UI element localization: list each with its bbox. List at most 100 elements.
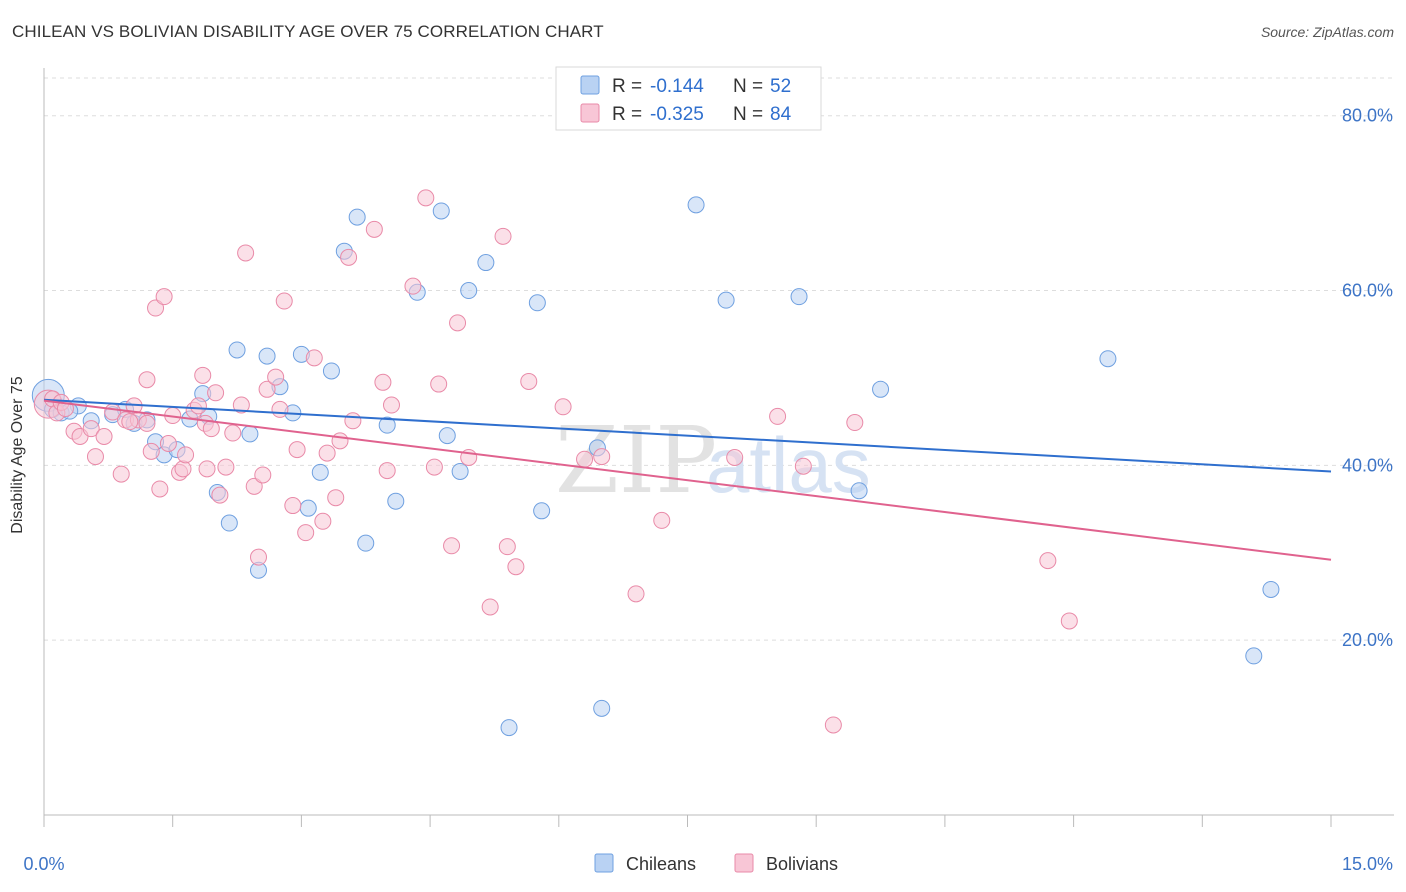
watermark-atlas: atlas bbox=[706, 421, 871, 509]
chilean-trend-line bbox=[43, 398, 1332, 473]
legend-bottom-label-bolivians: Bolivians bbox=[766, 854, 838, 874]
bolivian-point bbox=[245, 477, 263, 495]
legend-r-value-chileans: -0.144 bbox=[650, 76, 704, 97]
bolivian-point bbox=[174, 460, 192, 478]
chilean-point bbox=[387, 492, 405, 510]
legend-n-label-bolivians: N = bbox=[733, 104, 763, 125]
bolivian-point bbox=[481, 598, 499, 616]
bolivian-point bbox=[794, 457, 812, 475]
bolivian-point bbox=[155, 288, 173, 306]
bolivian-point bbox=[305, 349, 323, 367]
chilean-point bbox=[533, 502, 551, 520]
chilean-point bbox=[460, 282, 478, 300]
bolivian-point bbox=[237, 244, 255, 262]
bolivian-point bbox=[769, 407, 787, 425]
legend-top-box bbox=[555, 66, 822, 131]
grid-layer bbox=[44, 77, 1394, 641]
bolivian-point bbox=[846, 414, 864, 432]
bolivian-point bbox=[340, 248, 358, 266]
bolivian-point bbox=[425, 458, 443, 476]
bolivian-point bbox=[494, 227, 512, 245]
bolivian-point bbox=[726, 448, 744, 466]
chilean-point bbox=[850, 482, 868, 500]
bolivian-point bbox=[430, 375, 448, 393]
bolivian-point bbox=[112, 465, 130, 483]
bolivian-point bbox=[275, 292, 293, 310]
legend-n-label-chileans: N = bbox=[733, 76, 763, 97]
bolivian-point bbox=[576, 450, 594, 468]
bolivian-point bbox=[297, 524, 315, 542]
chilean-point bbox=[378, 416, 396, 434]
bolivian-point bbox=[507, 558, 525, 576]
y-tick-label: 40.0% bbox=[1342, 455, 1393, 475]
bolivian-point bbox=[382, 396, 400, 414]
bolivian-point bbox=[404, 277, 422, 295]
chilean-point bbox=[872, 380, 890, 398]
bolivian-point bbox=[318, 444, 336, 462]
bolivian-point bbox=[138, 371, 156, 389]
legend-swatch-bolivians bbox=[580, 103, 600, 123]
bolivian-point bbox=[207, 384, 225, 402]
chilean-point bbox=[241, 425, 259, 443]
trend-layer bbox=[43, 398, 1332, 561]
chilean-point bbox=[593, 699, 611, 717]
bolivian-point bbox=[498, 538, 516, 556]
chilean-point bbox=[1262, 580, 1280, 598]
bolivian-point bbox=[121, 413, 139, 431]
bolivian-point bbox=[151, 480, 169, 498]
bolivian-trend-line bbox=[43, 399, 1332, 561]
bolivian-point bbox=[258, 380, 276, 398]
bolivian-point bbox=[271, 400, 289, 418]
bolivian-point bbox=[374, 373, 392, 391]
legend-bottom-swatch-bolivians bbox=[734, 853, 754, 873]
chilean-point bbox=[790, 288, 808, 306]
chilean-point bbox=[438, 427, 456, 445]
bolivian-point bbox=[142, 442, 160, 460]
bolivian-point bbox=[443, 537, 461, 555]
bolivian-point bbox=[653, 511, 671, 529]
chilean-point bbox=[500, 719, 518, 737]
bolivian-point bbox=[593, 448, 611, 466]
bolivian-point bbox=[824, 716, 842, 734]
bolivian-point bbox=[254, 466, 272, 484]
axis-layer: 20.0% 40.0% 60.0% 80.0% 0.0% 15.0% bbox=[23, 68, 1394, 874]
chilean-point bbox=[357, 534, 375, 552]
chart-title: CHILEAN VS BOLIVIAN DISABILITY AGE OVER … bbox=[12, 22, 604, 41]
bolivian-point bbox=[344, 412, 362, 430]
bolivian-point bbox=[417, 189, 435, 207]
bolivian-point bbox=[211, 486, 229, 504]
bolivian-point bbox=[284, 497, 302, 515]
points-layer bbox=[31, 189, 1280, 737]
bolivian-point bbox=[449, 314, 467, 332]
bolivian-point bbox=[554, 398, 572, 416]
y-tick-label: 60.0% bbox=[1342, 281, 1393, 301]
legend-n-value-chileans: 52 bbox=[770, 76, 791, 97]
chilean-point bbox=[258, 347, 276, 365]
chilean-point bbox=[717, 291, 735, 309]
chilean-point bbox=[228, 341, 246, 359]
legend-bottom-label-chileans: Chileans bbox=[626, 854, 696, 874]
bolivian-point bbox=[198, 460, 216, 478]
bolivian-point bbox=[288, 441, 306, 459]
legend-r-label-bolivians: R = bbox=[612, 104, 642, 125]
bolivian-point bbox=[520, 372, 538, 390]
bolivian-point bbox=[627, 585, 645, 603]
bolivian-point bbox=[314, 512, 332, 530]
legend-top: R = -0.144 N = 52 R = -0.325 N = 84 bbox=[555, 66, 822, 131]
x-tick-label-min: 0.0% bbox=[23, 854, 64, 874]
y-tick-label: 20.0% bbox=[1342, 630, 1393, 650]
chilean-point bbox=[322, 362, 340, 380]
x-tick-label-max: 15.0% bbox=[1342, 854, 1393, 874]
legend-n-value-bolivians: 84 bbox=[770, 104, 792, 125]
bolivian-point bbox=[217, 458, 235, 476]
legend-bottom: Chileans Bolivians bbox=[594, 853, 838, 874]
bolivian-point bbox=[159, 435, 177, 452]
y-tick-label: 80.0% bbox=[1342, 106, 1393, 126]
chilean-point bbox=[451, 462, 469, 480]
chilean-point bbox=[528, 294, 546, 312]
bolivian-point bbox=[86, 448, 104, 466]
bolivian-point bbox=[177, 446, 195, 464]
chilean-point bbox=[432, 202, 450, 220]
bolivian-point bbox=[267, 368, 285, 386]
